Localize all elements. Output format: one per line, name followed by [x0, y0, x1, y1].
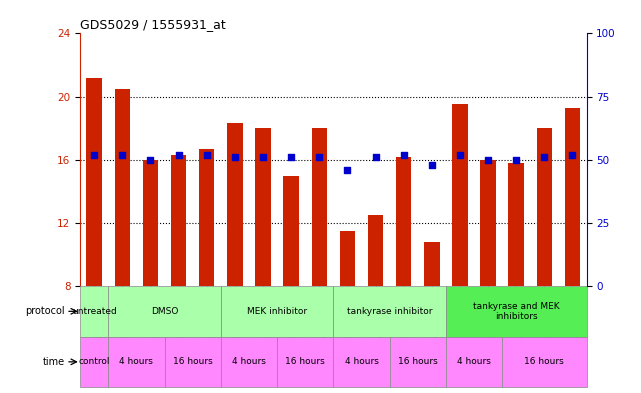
- Text: DMSO: DMSO: [151, 307, 178, 316]
- Bar: [221, 286, 333, 336]
- Bar: [199, 149, 215, 286]
- Bar: [115, 89, 130, 286]
- Point: [286, 154, 296, 160]
- Bar: [446, 286, 587, 336]
- Text: 16 hours: 16 hours: [524, 357, 564, 366]
- Text: 4 hours: 4 hours: [457, 357, 491, 366]
- Bar: [143, 160, 158, 286]
- Bar: [565, 108, 580, 286]
- Bar: [502, 336, 587, 387]
- Point: [258, 154, 268, 160]
- Bar: [221, 336, 277, 387]
- Bar: [80, 336, 108, 387]
- Bar: [424, 242, 440, 286]
- Text: 16 hours: 16 hours: [173, 357, 213, 366]
- Bar: [80, 286, 108, 336]
- Text: tankyrase and MEK
inhibitors: tankyrase and MEK inhibitors: [473, 301, 560, 321]
- Point: [174, 152, 184, 158]
- Point: [146, 156, 156, 163]
- Point: [201, 152, 212, 158]
- Text: untreated: untreated: [72, 307, 117, 316]
- Point: [539, 154, 549, 160]
- Point: [567, 152, 578, 158]
- Bar: [446, 336, 502, 387]
- Text: protocol: protocol: [25, 306, 65, 316]
- Point: [117, 152, 128, 158]
- Bar: [452, 105, 468, 286]
- Text: 4 hours: 4 hours: [344, 357, 378, 366]
- Point: [314, 154, 324, 160]
- Text: 16 hours: 16 hours: [285, 357, 325, 366]
- Bar: [277, 336, 333, 387]
- Bar: [340, 231, 355, 286]
- Point: [427, 162, 437, 168]
- Bar: [283, 176, 299, 286]
- Point: [483, 156, 493, 163]
- Bar: [312, 128, 327, 286]
- Bar: [396, 156, 412, 286]
- Text: 4 hours: 4 hours: [119, 357, 153, 366]
- Bar: [108, 336, 165, 387]
- Text: MEK inhibitor: MEK inhibitor: [247, 307, 307, 316]
- Text: 16 hours: 16 hours: [398, 357, 438, 366]
- Bar: [108, 286, 221, 336]
- Point: [399, 152, 409, 158]
- Point: [342, 167, 353, 173]
- Point: [370, 154, 381, 160]
- Point: [455, 152, 465, 158]
- Bar: [390, 336, 446, 387]
- Bar: [368, 215, 383, 286]
- Point: [229, 154, 240, 160]
- Bar: [165, 336, 221, 387]
- Bar: [255, 128, 271, 286]
- Bar: [537, 128, 552, 286]
- Bar: [227, 123, 242, 286]
- Bar: [480, 160, 495, 286]
- Text: GDS5029 / 1555931_at: GDS5029 / 1555931_at: [80, 18, 226, 31]
- Point: [511, 156, 521, 163]
- Bar: [333, 286, 446, 336]
- Bar: [508, 163, 524, 286]
- Text: tankyrase inhibitor: tankyrase inhibitor: [347, 307, 432, 316]
- Text: 4 hours: 4 hours: [232, 357, 266, 366]
- Bar: [171, 155, 187, 286]
- Text: time: time: [42, 357, 65, 367]
- Bar: [333, 336, 390, 387]
- Text: control: control: [78, 357, 110, 366]
- Bar: [87, 78, 102, 286]
- Point: [89, 152, 99, 158]
